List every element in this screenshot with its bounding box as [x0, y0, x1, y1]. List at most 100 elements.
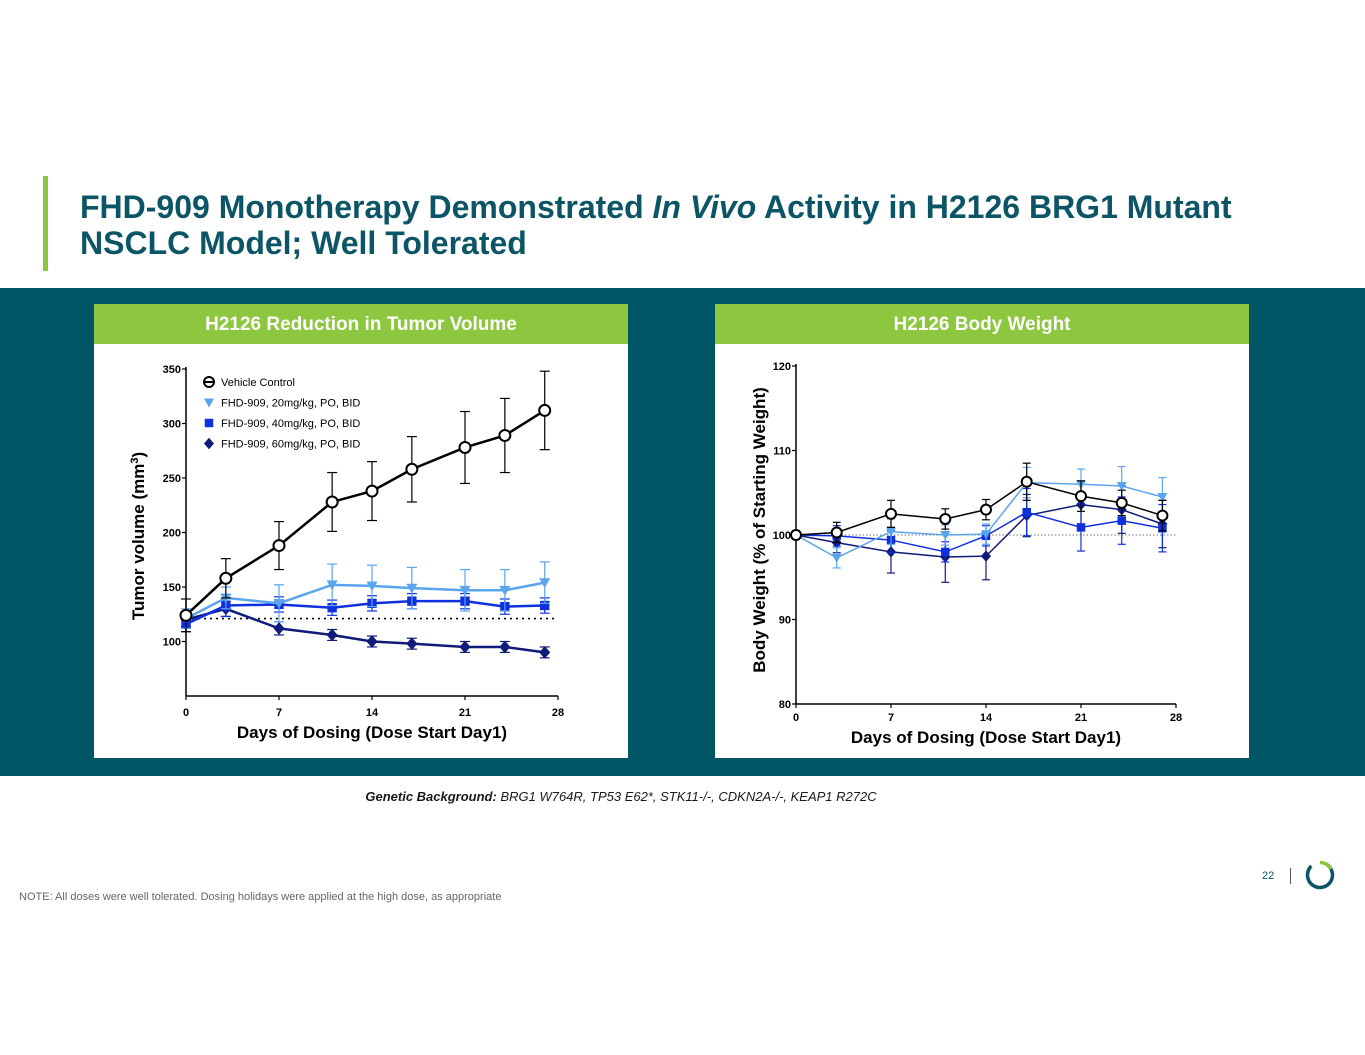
page-number: 22: [1262, 870, 1275, 882]
data-point: [366, 581, 378, 592]
series-1: [791, 465, 1168, 569]
data-point: [325, 495, 339, 509]
data-point: [1075, 490, 1087, 503]
genetic-text: BRG1 W764R, TP53 E62*, STK11-/-, CDKN2A-…: [496, 789, 877, 804]
data-point: [219, 571, 233, 585]
data-point: [886, 527, 896, 537]
data-point: [459, 640, 471, 654]
tumor-volume-chart: 0 7 14 21 28 100 150 200 250 300 350 Days of Dosing…: [129, 364, 564, 742]
data-point: [538, 403, 552, 417]
genetic-background: Genetic Background: BRG1 W764R, TP53 E62…: [0, 789, 1242, 804]
company-logo-icon: [1305, 860, 1335, 890]
data-point: [406, 583, 418, 594]
data-point: [405, 462, 419, 476]
x-tick-label: 0: [183, 707, 189, 719]
data-point: [790, 529, 802, 541]
data-point: [1022, 507, 1031, 517]
data-point: [1116, 481, 1127, 491]
data-point: [498, 428, 512, 442]
x-tick-label: 14: [980, 712, 993, 724]
legend-label: Vehicle Control: [221, 377, 295, 389]
x-tick-label: 21: [1075, 712, 1087, 724]
data-point: [981, 550, 991, 562]
data-point: [981, 530, 991, 540]
x-tick-label: 7: [888, 712, 894, 724]
y-tick-label: 110: [773, 446, 791, 458]
y-tick-label: 120: [773, 361, 791, 373]
data-point: [830, 526, 843, 539]
y-tick-label: 90: [779, 615, 791, 627]
x-tick-label: 0: [793, 712, 799, 724]
series-line: [795, 511, 1163, 553]
genetic-label: Genetic Background:: [365, 789, 497, 804]
page-title: FHD-909 Monotherapy Demonstrated In Vivo…: [80, 189, 1260, 261]
data-point: [939, 512, 952, 525]
x-axis-label: Days of Dosing (Dose Start Day1): [237, 723, 507, 742]
y-tick-label: 350: [163, 364, 181, 376]
data-point: [499, 640, 511, 654]
data-point: [327, 603, 337, 613]
data-point: [366, 635, 378, 648]
data-point: [885, 507, 897, 520]
series-line: [795, 481, 1163, 559]
data-point: [458, 440, 472, 454]
series-3: [180, 600, 551, 659]
data-point: [940, 531, 951, 540]
y-axis-label-end: ): [129, 452, 148, 458]
data-point: [326, 628, 338, 642]
body-weight-header: H2126 Body Weight: [715, 304, 1249, 344]
x-tick-label: 28: [552, 707, 564, 719]
data-point: [499, 585, 511, 596]
body-weight-panel: H2126 Body Weight 0 7 14 21 28 80 90 100 110 120 D…: [715, 304, 1249, 758]
y-tick-label: 100: [773, 530, 791, 542]
data-point: [179, 608, 193, 622]
footnote: NOTE: All doses were well tolerated. Dos…: [19, 891, 502, 903]
x-tick-label: 7: [276, 707, 282, 719]
legend-marker: [204, 418, 214, 428]
data-point: [326, 580, 338, 591]
title-text-1: FHD-909 Monotherapy Demonstrated: [80, 189, 653, 225]
y-axis-label-text: Tumor volume (mm: [129, 464, 148, 620]
legend-label: FHD-909, 60mg/kg, PO, BID: [221, 439, 360, 451]
series-2: [791, 487, 1167, 563]
data-point: [1117, 516, 1126, 525]
tumor-volume-panel: H2126 Reduction in Tumor Volume 0 7 14 21 28…: [94, 304, 628, 758]
y-axis-label-text: Body Weight (% of Starting Weight): [750, 387, 769, 673]
data-point: [459, 585, 471, 596]
data-point: [1115, 496, 1128, 509]
legend-marker: [204, 437, 214, 450]
data-point: [365, 484, 379, 498]
body-weight-chart: 0 7 14 21 28 80 90 100 110 120 Days of Dosing (Dos…: [750, 361, 1182, 747]
x-tick-label: 14: [366, 707, 379, 719]
y-tick-label: 100: [163, 637, 181, 649]
series-line: [795, 503, 1163, 558]
data-point: [539, 646, 551, 659]
data-point: [1156, 509, 1169, 522]
series-0: [790, 462, 1169, 544]
data-point: [273, 622, 285, 635]
data-point: [406, 637, 418, 651]
series-3: [791, 480, 1168, 583]
y-axis-label: Tumor volume (mm3): [129, 452, 148, 620]
y-axis-label-sup: 3: [129, 458, 141, 464]
x-axis-label: Days of Dosing (Dose Start Day1): [851, 728, 1121, 747]
data-point: [980, 503, 992, 516]
x-tick-label: 28: [1170, 712, 1182, 724]
data-point: [941, 547, 950, 557]
tumor-volume-header: H2126 Reduction in Tumor Volume: [94, 304, 628, 344]
data-point: [1157, 492, 1168, 502]
legend-label: FHD-909, 20mg/kg, PO, BID: [221, 398, 360, 410]
series-line: [185, 607, 545, 654]
y-tick-label: 150: [163, 582, 181, 594]
page-separator: [1290, 868, 1291, 884]
data-point: [831, 553, 842, 563]
series-0: [179, 370, 552, 633]
title-text-2: Activity in H2126 BRG1 Mutant NSCLC Mode…: [80, 189, 1232, 261]
title-text-italic: In Vivo: [652, 189, 757, 225]
y-tick-label: 200: [163, 528, 181, 540]
data-point: [1076, 523, 1086, 532]
x-tick-label: 21: [459, 707, 471, 719]
data-point: [540, 600, 550, 611]
title-accent-bar: [43, 176, 48, 271]
legend-label: FHD-909, 40mg/kg, PO, BID: [221, 418, 360, 430]
